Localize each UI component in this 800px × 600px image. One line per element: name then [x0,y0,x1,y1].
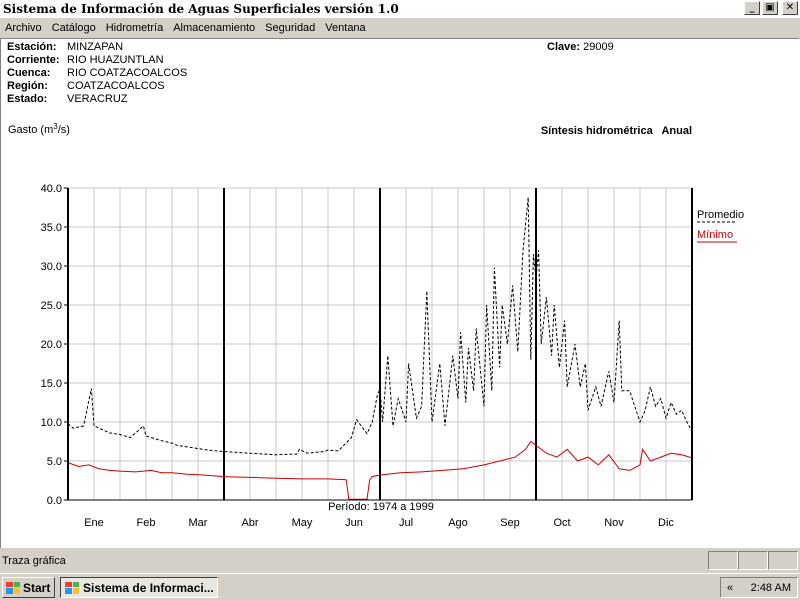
estacion-label: Estación: [7,41,57,53]
menu-ventana[interactable]: Ventana [325,22,366,34]
status-panel-2 [738,551,768,570]
status-panel-1 [708,551,738,570]
menu-seguridad[interactable]: Seguridad [265,22,316,34]
y-tick-label: 5.0 [47,456,62,468]
window-title: Sistema de Información de Aguas Superfic… [3,2,399,16]
estado-value: VERACRUZ [67,93,128,105]
window-controls: _ ▣ ✕ [744,1,798,15]
app-icon [65,581,79,594]
taskbar: Start Sistema de Informaci... « 2:48 AM [0,573,800,600]
x-tick-label: Nov [604,517,624,529]
y-tick-label: 15.0 [41,378,62,390]
cuenca-value: RIO COATZACOALCOS [67,67,188,79]
close-button[interactable]: ✕ [782,1,798,15]
tray-expand-icon[interactable]: « [727,581,734,594]
clave-label: Clave: [547,41,581,53]
clave-value: 29009 [583,41,614,53]
estado-label: Estado: [7,93,48,105]
y-tick-label: 35.0 [41,222,62,234]
y-axis-label: Gasto (m3/s) [8,122,70,136]
chart-title: Síntesis hidrométrica Anual [541,125,692,137]
system-tray: « 2:48 AM [720,577,798,598]
menu-hidrometria[interactable]: Hidrometría [105,22,164,34]
y-tick-label: 10.0 [41,417,62,429]
taskbar-app-label: Sistema de Informaci... [83,580,214,595]
legend-label: Mínimo [697,229,733,241]
series-line-minimo [67,440,693,500]
region-value: COATZACOALCOS [67,80,165,92]
period-label: Período: 1974 a 1999 [328,501,434,513]
menu-almacenamiento[interactable]: Almacenamiento [173,22,256,34]
x-tick-label: Jun [345,517,363,529]
legend-label: Promedio [697,209,744,221]
x-tick-label: Mar [189,517,208,529]
hydrometric-chart: Gasto (m3/s) Síntesis hidrométrica Anual… [8,122,744,529]
region-label: Región: [7,80,48,92]
title-bar[interactable]: Sistema de Información de Aguas Superfic… [0,0,800,18]
restore-button[interactable]: ▣ [762,1,778,15]
y-tick-label: 0.0 [47,495,62,507]
y-tick-label: 30.0 [41,261,62,273]
station-info: Estación: MINZAPAN Corriente: RIO HUAZUNTL… [7,41,187,105]
start-label: Start [23,580,51,595]
x-tick-label: Abr [241,517,258,529]
app-window: Sistema de Información de Aguas Superfic… [0,0,800,572]
y-tick-label: 40.0 [41,183,62,195]
cuenca-label: Cuenca: [7,67,51,79]
corriente-value: RIO HUAZUNTLAN [67,54,164,66]
x-tick-label: May [292,517,313,529]
taskbar-app-button[interactable]: Sistema de Informaci... [60,577,218,598]
minimize-button[interactable]: _ [744,1,760,15]
status-panel-3 [768,551,798,570]
x-tick-label: Ene [84,517,104,529]
estacion-value: MINZAPAN [67,41,124,53]
clave-info: Clave: 29009 [547,41,614,53]
y-tick-label: 25.0 [41,300,62,312]
clock: 2:48 AM [750,581,791,594]
series-line-promedio [67,197,693,456]
x-tick-label: Ago [448,517,468,529]
status-text: Traza gráfica [2,555,66,567]
menu-bar: Archivo Catálogo Hidrometría Almacenamie… [0,18,800,38]
y-tick-label: 20.0 [41,339,62,351]
menu-catalogo[interactable]: Catálogo [51,22,96,34]
x-tick-label: Feb [137,517,156,529]
x-tick-label: Sep [500,517,520,529]
x-tick-label: Dic [658,517,674,529]
start-button[interactable]: Start [2,577,55,598]
x-tick-label: Jul [399,517,413,529]
menu-archivo[interactable]: Archivo [5,22,42,34]
corriente-label: Corriente: [7,54,60,66]
status-bar: Traza gráfica [0,550,800,572]
chart-window: Estación: MINZAPAN Corriente: RIO HUAZUNTL… [0,38,800,548]
windows-logo-icon [6,581,20,594]
x-tick-label: Oct [553,517,570,529]
